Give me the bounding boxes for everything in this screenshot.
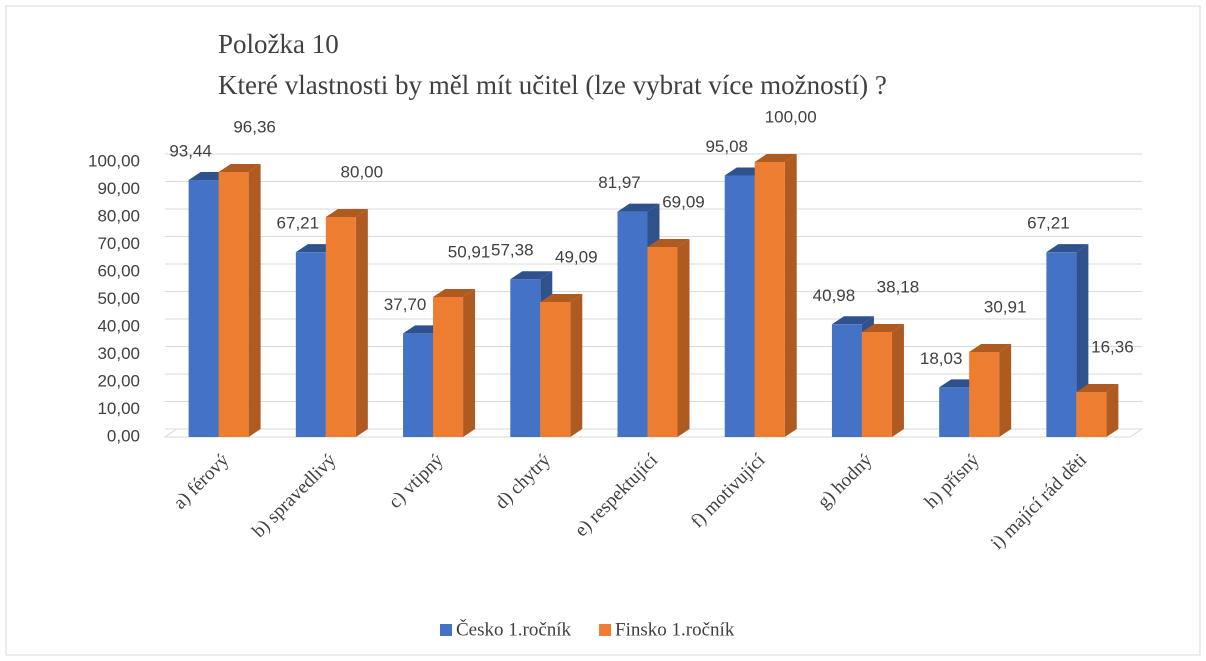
y-tick-label: 0,00 bbox=[107, 426, 140, 445]
bar-front bbox=[724, 175, 755, 437]
bar-front bbox=[1046, 252, 1077, 437]
bar-side bbox=[570, 294, 583, 437]
bar-top bbox=[433, 288, 476, 297]
bar bbox=[1076, 384, 1119, 437]
data-label: 40,98 bbox=[813, 286, 856, 305]
bar-top bbox=[617, 203, 660, 212]
bar-side bbox=[891, 324, 904, 437]
bar bbox=[325, 209, 368, 437]
bar-front bbox=[295, 252, 326, 437]
legend-label: Finsko 1.ročník bbox=[615, 619, 735, 640]
bar-front bbox=[433, 296, 464, 437]
bar-front bbox=[754, 162, 785, 437]
data-label: 80,00 bbox=[341, 162, 384, 181]
data-label: 96,36 bbox=[233, 117, 276, 136]
bar-top bbox=[754, 154, 797, 162]
bar bbox=[647, 239, 690, 437]
data-label: 67,21 bbox=[277, 214, 320, 233]
legend-swatch bbox=[599, 624, 612, 636]
bar bbox=[433, 288, 476, 437]
bar-top bbox=[831, 316, 874, 325]
bar-front bbox=[218, 172, 249, 437]
bar-top bbox=[647, 239, 690, 248]
data-label: 50,91 bbox=[448, 242, 491, 261]
bar-top bbox=[1046, 244, 1089, 253]
data-label: 95,08 bbox=[705, 137, 748, 156]
data-label: 57,38 bbox=[491, 241, 534, 260]
bar-top bbox=[1076, 384, 1119, 393]
y-tick-label: 20,00 bbox=[97, 371, 140, 390]
legend-swatch bbox=[440, 624, 452, 636]
chart-title: Položka 10 bbox=[218, 29, 339, 59]
y-tick-label: 70,00 bbox=[97, 234, 140, 253]
legend-label: Česko 1.ročník bbox=[456, 618, 572, 640]
y-tick-label: 60,00 bbox=[97, 261, 140, 280]
bar-front bbox=[510, 279, 541, 437]
bar-top bbox=[861, 324, 904, 333]
data-label: 37,70 bbox=[384, 295, 427, 314]
bar-front bbox=[188, 180, 219, 438]
bar-side bbox=[784, 154, 797, 437]
bar-top bbox=[510, 271, 553, 280]
bar-side bbox=[463, 288, 476, 437]
data-label: 38,18 bbox=[877, 277, 920, 296]
bar-side bbox=[355, 209, 368, 437]
bar-front bbox=[617, 211, 648, 437]
y-tick-label: 30,00 bbox=[97, 344, 140, 363]
data-label: 49,09 bbox=[555, 247, 598, 266]
y-tick-label: 90,00 bbox=[97, 179, 140, 198]
bar-side bbox=[999, 343, 1012, 437]
bar bbox=[540, 294, 583, 437]
y-tick-label: 80,00 bbox=[97, 206, 140, 225]
bar-top bbox=[540, 294, 583, 303]
y-tick-label: 100,00 bbox=[88, 151, 140, 170]
data-label: 93,44 bbox=[169, 142, 212, 161]
bar-front bbox=[647, 247, 678, 437]
bar-front bbox=[1076, 392, 1107, 437]
y-tick-label: 10,00 bbox=[97, 399, 140, 418]
bar-front bbox=[403, 333, 434, 437]
bar-side bbox=[248, 164, 261, 437]
bar-front bbox=[540, 302, 571, 437]
chart-subtitle: Které vlastnosti by měl mít učitel (lze … bbox=[218, 70, 887, 100]
data-label: 30,91 bbox=[984, 297, 1027, 316]
bar-top bbox=[325, 209, 368, 217]
bar-top bbox=[218, 164, 261, 173]
y-tick-label: 40,00 bbox=[97, 316, 140, 335]
bar-front bbox=[939, 387, 970, 437]
bar-front bbox=[831, 324, 862, 437]
data-label: 16,36 bbox=[1091, 337, 1134, 356]
bar-front bbox=[325, 217, 356, 437]
bar-top bbox=[969, 343, 1012, 352]
bar-front bbox=[969, 351, 1000, 437]
data-label: 81,97 bbox=[598, 173, 641, 192]
bar bbox=[754, 154, 797, 437]
data-label: 67,21 bbox=[1027, 214, 1070, 233]
data-label: 100,00 bbox=[765, 107, 817, 126]
bar bbox=[218, 164, 261, 437]
bar bbox=[969, 343, 1012, 437]
y-tick-label: 50,00 bbox=[97, 289, 140, 308]
chart-frame bbox=[5, 5, 1201, 656]
data-label: 69,09 bbox=[662, 192, 705, 211]
floor bbox=[163, 428, 1144, 438]
bar-side bbox=[1106, 384, 1119, 437]
bar-front bbox=[861, 332, 892, 437]
bar bbox=[861, 324, 904, 437]
bar-side bbox=[677, 239, 690, 437]
data-label: 18,03 bbox=[920, 349, 963, 368]
